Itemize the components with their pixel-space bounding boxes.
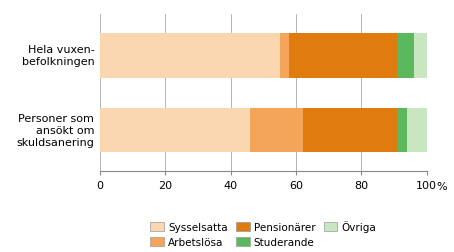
Bar: [302, 108, 397, 153]
Bar: [100, 108, 250, 153]
Bar: [397, 34, 414, 78]
Bar: [407, 108, 427, 153]
Bar: [290, 34, 397, 78]
Text: %: %: [437, 181, 447, 191]
Bar: [414, 34, 427, 78]
Bar: [397, 108, 407, 153]
Bar: [280, 34, 290, 78]
Legend: Sysselsatta, Arbetslösa, Pensionärer, Studerande, Övriga: Sysselsatta, Arbetslösa, Pensionärer, St…: [150, 220, 376, 247]
Bar: [100, 34, 280, 78]
Bar: [250, 108, 302, 153]
